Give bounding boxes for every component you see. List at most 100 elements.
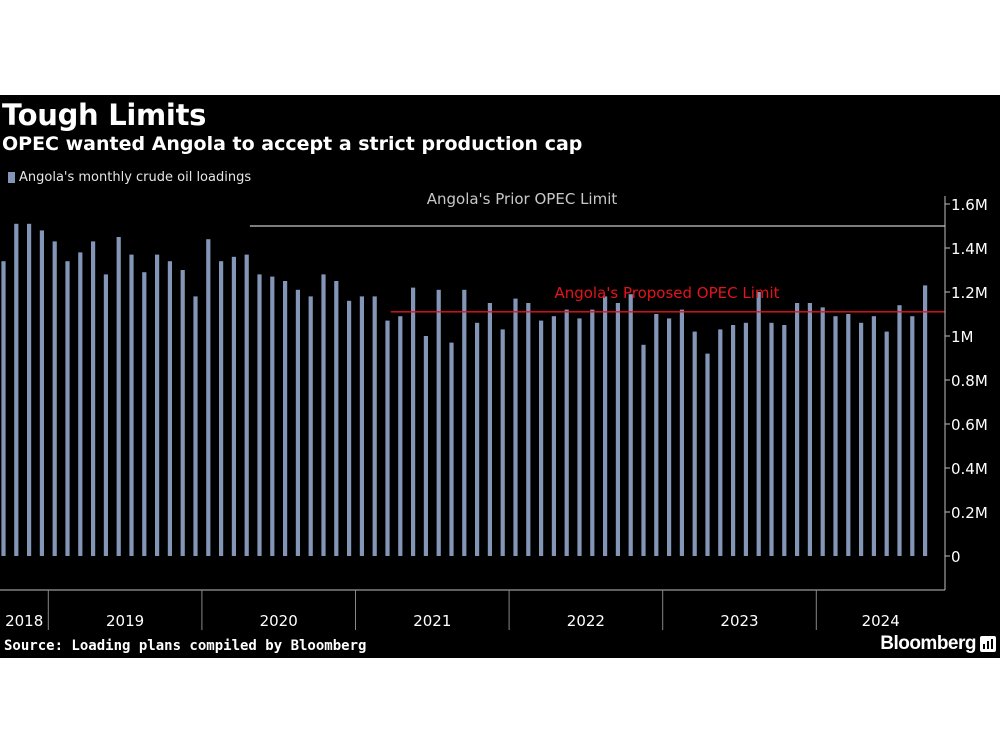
bar bbox=[308, 296, 313, 556]
bar bbox=[795, 303, 800, 556]
bar bbox=[884, 331, 889, 556]
bar bbox=[923, 285, 928, 556]
bar bbox=[641, 344, 646, 556]
reference-line-label: Angola's Proposed OPEC Limit bbox=[554, 284, 779, 302]
bar bbox=[244, 254, 249, 556]
bar bbox=[167, 261, 172, 556]
x-year-label: 2021 bbox=[413, 612, 451, 630]
bar bbox=[462, 289, 467, 556]
bar bbox=[78, 252, 83, 556]
bar bbox=[731, 325, 736, 556]
reference-line-label: Angola's Prior OPEC Limit bbox=[427, 190, 618, 208]
bar bbox=[820, 307, 825, 556]
bar bbox=[372, 296, 377, 556]
bar bbox=[91, 241, 96, 556]
source-note: Source: Loading plans compiled by Bloomb… bbox=[4, 638, 367, 654]
bar bbox=[526, 303, 531, 556]
bar bbox=[718, 329, 723, 556]
bar bbox=[65, 261, 70, 556]
bar bbox=[155, 254, 160, 556]
bar bbox=[398, 316, 403, 556]
bar bbox=[539, 320, 544, 556]
bar bbox=[628, 294, 633, 556]
bar bbox=[347, 300, 352, 556]
chart-title: Tough Limits bbox=[2, 98, 207, 132]
brand-logo-text: Bloomberg bbox=[880, 633, 976, 654]
bar bbox=[321, 274, 326, 556]
y-axis: 0 0.2M 0.4M 0.6M 0.8M 1M 1.2M 1.4M 1.6M bbox=[944, 196, 988, 590]
bar bbox=[423, 336, 428, 556]
bar bbox=[577, 318, 582, 556]
y-tick-label: 0.6M bbox=[951, 416, 988, 434]
legend-label: Angola's monthly crude oil loadings bbox=[19, 170, 252, 185]
bar bbox=[807, 303, 812, 556]
bar bbox=[193, 296, 198, 556]
bar bbox=[385, 320, 390, 556]
x-year-label: 2023 bbox=[720, 612, 758, 630]
legend: Angola's monthly crude oil loadings bbox=[8, 170, 251, 185]
bar bbox=[705, 353, 710, 556]
y-tick-label: 0.2M bbox=[951, 504, 988, 522]
y-tick-label: 0.8M bbox=[951, 372, 988, 390]
bar-chart: Angola's Prior OPEC Limit Angola's Propos… bbox=[0, 190, 988, 630]
bar bbox=[257, 274, 262, 556]
bar-chart-icon bbox=[980, 636, 996, 652]
legend-swatch bbox=[8, 172, 15, 183]
bar bbox=[513, 298, 518, 556]
brand: Bloomberg bbox=[880, 633, 996, 655]
bar bbox=[756, 292, 761, 556]
bar bbox=[116, 237, 121, 556]
bar bbox=[142, 272, 147, 556]
bar bbox=[39, 230, 44, 556]
bar bbox=[411, 287, 416, 556]
bar bbox=[782, 325, 787, 556]
bar bbox=[449, 342, 454, 556]
x-year-label: 2019 bbox=[106, 612, 144, 630]
bar bbox=[564, 309, 569, 556]
bar bbox=[283, 281, 288, 556]
bar bbox=[603, 296, 608, 556]
chart-panel: Angola's Prior OPEC Limit Angola's Propos… bbox=[0, 95, 1000, 658]
x-year-label: 2018 bbox=[5, 612, 43, 630]
bar bbox=[692, 331, 697, 556]
bar bbox=[743, 322, 748, 556]
bar bbox=[27, 223, 32, 557]
bar bbox=[231, 256, 236, 556]
bar bbox=[270, 276, 275, 556]
bar bbox=[219, 261, 224, 556]
bar bbox=[180, 270, 185, 556]
bar bbox=[910, 316, 915, 556]
bar bbox=[769, 322, 774, 556]
bar bbox=[667, 318, 672, 556]
x-year-label: 2024 bbox=[862, 612, 900, 630]
chart-subtitle: OPEC wanted Angola to accept a strict pr… bbox=[2, 133, 583, 155]
bar bbox=[103, 274, 108, 556]
bar bbox=[52, 241, 57, 556]
bar bbox=[14, 223, 19, 557]
bar bbox=[833, 316, 838, 556]
y-tick-label: 1.2M bbox=[951, 284, 988, 302]
bar bbox=[359, 296, 364, 556]
y-tick-label: 0.4M bbox=[951, 460, 988, 478]
bar bbox=[590, 309, 595, 556]
bar bbox=[871, 316, 876, 556]
reference-lines-layer: Angola's Prior OPEC Limit Angola's Propos… bbox=[249, 190, 945, 313]
bar bbox=[846, 314, 851, 556]
bar bbox=[206, 239, 211, 556]
bar bbox=[334, 281, 339, 556]
bar bbox=[295, 289, 300, 556]
bar bbox=[436, 289, 441, 556]
x-year-label: 2022 bbox=[567, 612, 605, 630]
bar bbox=[551, 316, 556, 556]
y-tick-label: 1M bbox=[951, 328, 974, 346]
y-tick-label: 0 bbox=[951, 548, 961, 566]
bar bbox=[1, 261, 6, 556]
bar bbox=[129, 254, 134, 556]
bar bbox=[654, 314, 659, 556]
bar bbox=[859, 322, 864, 556]
bar bbox=[897, 305, 902, 556]
x-axis: 2018 2019 2020 2021 2022 2023 2024 bbox=[0, 589, 945, 630]
bar bbox=[500, 329, 505, 556]
x-year-label: 2020 bbox=[260, 612, 298, 630]
y-tick-label: 1.4M bbox=[951, 240, 988, 258]
